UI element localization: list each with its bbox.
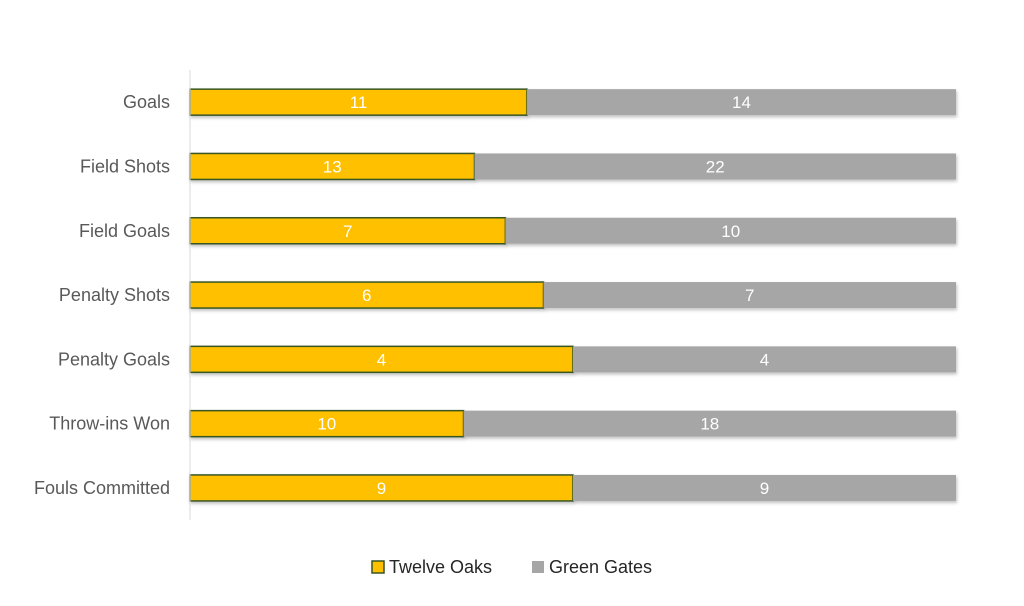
category-label-field-goals: Field Goals: [79, 221, 170, 241]
data-label-green-gates-penalty-shots: 7: [745, 286, 754, 305]
data-label-green-gates-field-shots: 22: [706, 157, 725, 176]
legend: Twelve Oaks Green Gates: [371, 557, 652, 577]
legend-label-twelve-oaks: Twelve Oaks: [389, 557, 492, 577]
data-label-twelve-oaks-field-shots: 13: [323, 157, 342, 176]
category-label-goals: Goals: [123, 92, 170, 112]
category-label-fouls-committed: Fouls Committed: [34, 478, 170, 498]
category-label-throw-ins-won: Throw-ins Won: [49, 414, 170, 434]
bar-green-gates-field-shots: [474, 153, 956, 180]
bar-twelve-oaks-field-shots: [189, 152, 476, 181]
bar-green-gates-penalty-shots: [543, 282, 956, 309]
category-label-penalty-goals: Penalty Goals: [58, 349, 170, 369]
bar-twelve-oaks-throw-ins-won: [189, 409, 465, 438]
bar-green-gates-penalty-goals: [573, 346, 956, 373]
data-label-green-gates-throw-ins-won: 18: [700, 415, 719, 434]
data-label-green-gates-penalty-goals: 4: [760, 350, 769, 369]
bar-twelve-oaks-penalty-goals: [189, 345, 574, 374]
data-label-twelve-oaks-penalty-shots: 6: [362, 286, 371, 305]
bars-layer: 11 14 13 22 7 10 6 7 4 4 10 18 9 9: [189, 88, 956, 502]
data-label-green-gates-field-goals: 10: [721, 222, 740, 241]
data-label-twelve-oaks-field-goals: 7: [343, 222, 352, 241]
legend-swatch-twelve-oaks: [371, 560, 385, 574]
bar-green-gates-field-goals: [505, 217, 956, 244]
bar-twelve-oaks-penalty-shots: [189, 281, 545, 309]
bar-green-gates-goals: [527, 89, 956, 116]
data-label-twelve-oaks-goals: 11: [350, 93, 368, 112]
data-label-green-gates-goals: 14: [732, 93, 751, 112]
legend-swatch-green-gates: [532, 561, 544, 573]
bar-green-gates-throw-ins-won: [463, 410, 956, 437]
data-label-twelve-oaks-penalty-goals: 4: [377, 350, 386, 369]
data-label-twelve-oaks-fouls-committed: 9: [377, 479, 386, 498]
legend-label-green-gates: Green Gates: [549, 557, 652, 577]
category-label-field-shots: Field Shots: [80, 156, 170, 176]
category-label-penalty-shots: Penalty Shots: [59, 285, 170, 305]
data-label-twelve-oaks-throw-ins-won: 10: [317, 415, 336, 434]
bar-green-gates-fouls-committed: [573, 474, 956, 501]
data-label-green-gates-fouls-committed: 9: [760, 479, 769, 498]
category-labels: Goals Field Shots Field Goals Penalty Shots…: [34, 92, 170, 498]
